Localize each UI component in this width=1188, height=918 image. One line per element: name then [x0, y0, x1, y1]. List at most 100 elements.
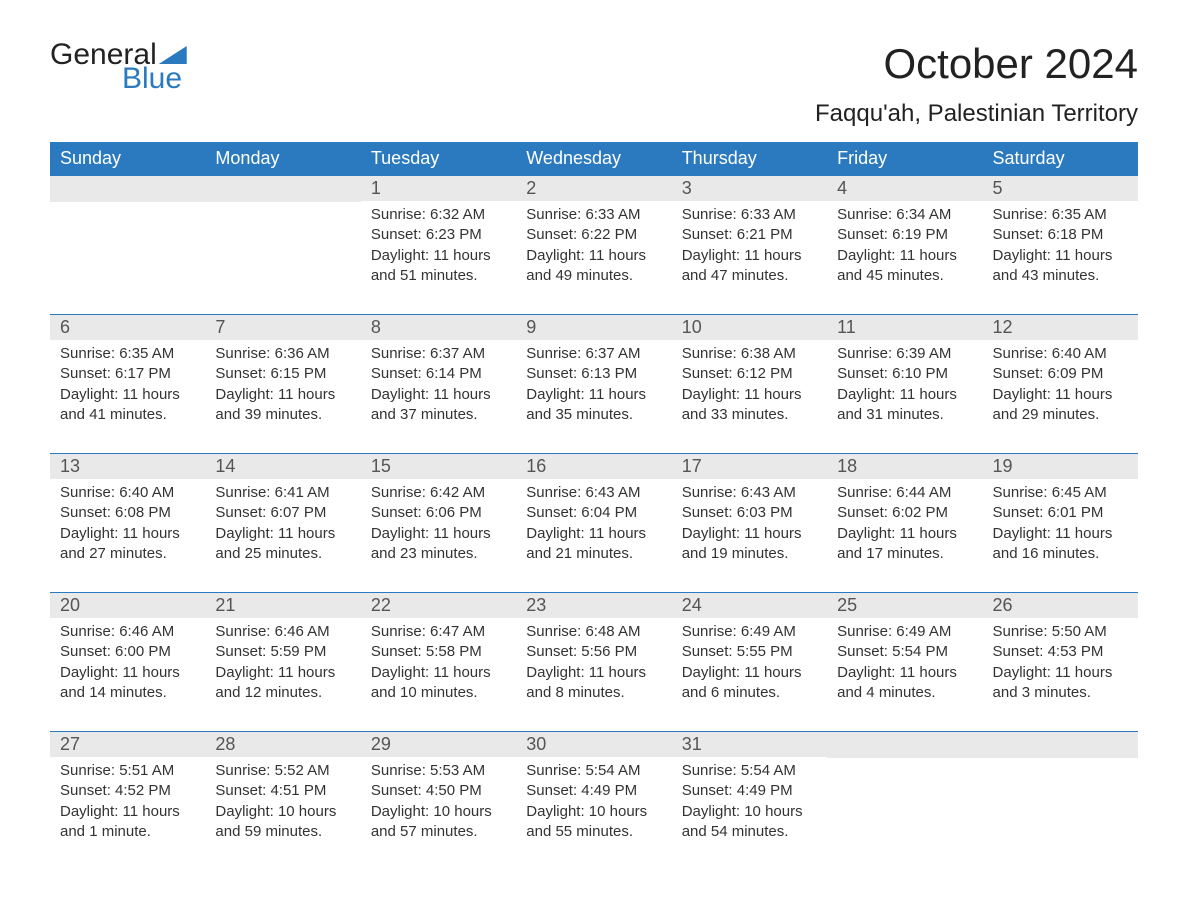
day-sunrise: Sunrise: 6:36 AM [215, 344, 350, 364]
day-sunset: Sunset: 6:18 PM [993, 225, 1128, 245]
day-day1: Daylight: 11 hours [837, 385, 972, 405]
calendar-day-cell: 18Sunrise: 6:44 AMSunset: 6:02 PMDayligh… [827, 454, 982, 593]
day-sunrise: Sunrise: 6:34 AM [837, 205, 972, 225]
calendar-empty-cell [205, 176, 360, 315]
day-number: 13 [50, 454, 205, 479]
day-day1: Daylight: 11 hours [371, 663, 506, 683]
day-sunrise: Sunrise: 6:47 AM [371, 622, 506, 642]
day-sunrise: Sunrise: 6:46 AM [60, 622, 195, 642]
day-details: Sunrise: 6:48 AMSunset: 5:56 PMDaylight:… [516, 618, 671, 731]
calendar-day-cell: 11Sunrise: 6:39 AMSunset: 6:10 PMDayligh… [827, 315, 982, 454]
day-number: 3 [672, 176, 827, 201]
calendar-day-cell: 19Sunrise: 6:45 AMSunset: 6:01 PMDayligh… [983, 454, 1138, 593]
day-number: 29 [361, 732, 516, 757]
calendar-empty-cell [50, 176, 205, 315]
day-sunset: Sunset: 6:17 PM [60, 364, 195, 384]
weekday-header: Sunday [50, 142, 205, 176]
day-day1: Daylight: 11 hours [526, 663, 661, 683]
day-sunrise: Sunrise: 6:37 AM [371, 344, 506, 364]
day-number: 2 [516, 176, 671, 201]
day-sunrise: Sunrise: 6:35 AM [993, 205, 1128, 225]
day-sunset: Sunset: 6:12 PM [682, 364, 817, 384]
day-day2: and 51 minutes. [371, 266, 506, 286]
day-number: 30 [516, 732, 671, 757]
day-sunset: Sunset: 6:07 PM [215, 503, 350, 523]
day-day2: and 37 minutes. [371, 405, 506, 425]
day-sunrise: Sunrise: 6:41 AM [215, 483, 350, 503]
calendar-week-row: 1Sunrise: 6:32 AMSunset: 6:23 PMDaylight… [50, 176, 1138, 315]
day-number: 21 [205, 593, 360, 618]
day-day2: and 8 minutes. [526, 683, 661, 703]
calendar-day-cell: 5Sunrise: 6:35 AMSunset: 6:18 PMDaylight… [983, 176, 1138, 315]
day-sunset: Sunset: 5:59 PM [215, 642, 350, 662]
day-number: 1 [361, 176, 516, 201]
day-day2: and 16 minutes. [993, 544, 1128, 564]
calendar-week-row: 20Sunrise: 6:46 AMSunset: 6:00 PMDayligh… [50, 593, 1138, 732]
day-day1: Daylight: 11 hours [682, 663, 817, 683]
day-details: Sunrise: 6:39 AMSunset: 6:10 PMDaylight:… [827, 340, 982, 453]
day-number: 22 [361, 593, 516, 618]
weekday-header: Monday [205, 142, 360, 176]
day-details: Sunrise: 6:45 AMSunset: 6:01 PMDaylight:… [983, 479, 1138, 592]
day-day1: Daylight: 11 hours [371, 524, 506, 544]
day-number: 28 [205, 732, 360, 757]
day-day1: Daylight: 11 hours [60, 385, 195, 405]
day-number: 24 [672, 593, 827, 618]
day-day2: and 29 minutes. [993, 405, 1128, 425]
day-day2: and 54 minutes. [682, 822, 817, 842]
day-details: Sunrise: 6:37 AMSunset: 6:13 PMDaylight:… [516, 340, 671, 453]
day-sunset: Sunset: 6:04 PM [526, 503, 661, 523]
day-day2: and 59 minutes. [215, 822, 350, 842]
day-day2: and 35 minutes. [526, 405, 661, 425]
day-day1: Daylight: 11 hours [993, 663, 1128, 683]
day-day1: Daylight: 11 hours [215, 385, 350, 405]
day-sunrise: Sunrise: 6:33 AM [682, 205, 817, 225]
day-details: Sunrise: 5:50 AMSunset: 4:53 PMDaylight:… [983, 618, 1138, 731]
day-day1: Daylight: 10 hours [215, 802, 350, 822]
calendar-day-cell: 3Sunrise: 6:33 AMSunset: 6:21 PMDaylight… [672, 176, 827, 315]
calendar-day-cell: 28Sunrise: 5:52 AMSunset: 4:51 PMDayligh… [205, 732, 360, 871]
calendar-day-cell: 13Sunrise: 6:40 AMSunset: 6:08 PMDayligh… [50, 454, 205, 593]
day-number: 25 [827, 593, 982, 618]
day-sunrise: Sunrise: 5:53 AM [371, 761, 506, 781]
day-details: Sunrise: 6:33 AMSunset: 6:22 PMDaylight:… [516, 201, 671, 314]
day-sunrise: Sunrise: 5:54 AM [682, 761, 817, 781]
day-details [827, 758, 982, 848]
day-sunset: Sunset: 6:22 PM [526, 225, 661, 245]
day-sunset: Sunset: 6:02 PM [837, 503, 972, 523]
day-day2: and 1 minute. [60, 822, 195, 842]
day-number: 9 [516, 315, 671, 340]
page-subtitle: Faqqu'ah, Palestinian Territory [50, 100, 1138, 128]
day-day1: Daylight: 11 hours [215, 663, 350, 683]
calendar-day-cell: 17Sunrise: 6:43 AMSunset: 6:03 PMDayligh… [672, 454, 827, 593]
day-details: Sunrise: 6:43 AMSunset: 6:03 PMDaylight:… [672, 479, 827, 592]
day-details: Sunrise: 6:41 AMSunset: 6:07 PMDaylight:… [205, 479, 360, 592]
day-details [205, 202, 360, 292]
day-day1: Daylight: 11 hours [682, 246, 817, 266]
day-number: 31 [672, 732, 827, 757]
weekday-header: Thursday [672, 142, 827, 176]
day-day1: Daylight: 11 hours [60, 802, 195, 822]
day-day1: Daylight: 10 hours [371, 802, 506, 822]
day-sunset: Sunset: 6:08 PM [60, 503, 195, 523]
day-day2: and 41 minutes. [60, 405, 195, 425]
calendar-day-cell: 7Sunrise: 6:36 AMSunset: 6:15 PMDaylight… [205, 315, 360, 454]
day-details: Sunrise: 6:43 AMSunset: 6:04 PMDaylight:… [516, 479, 671, 592]
day-sunset: Sunset: 6:14 PM [371, 364, 506, 384]
day-number: 20 [50, 593, 205, 618]
day-sunrise: Sunrise: 6:48 AM [526, 622, 661, 642]
day-sunrise: Sunrise: 6:40 AM [60, 483, 195, 503]
day-sunset: Sunset: 5:56 PM [526, 642, 661, 662]
day-details: Sunrise: 6:37 AMSunset: 6:14 PMDaylight:… [361, 340, 516, 453]
day-sunset: Sunset: 5:54 PM [837, 642, 972, 662]
day-day2: and 21 minutes. [526, 544, 661, 564]
day-details: Sunrise: 6:36 AMSunset: 6:15 PMDaylight:… [205, 340, 360, 453]
weekday-header-row: SundayMondayTuesdayWednesdayThursdayFrid… [50, 142, 1138, 176]
day-details: Sunrise: 6:35 AMSunset: 6:18 PMDaylight:… [983, 201, 1138, 314]
day-details: Sunrise: 6:49 AMSunset: 5:55 PMDaylight:… [672, 618, 827, 731]
day-day2: and 55 minutes. [526, 822, 661, 842]
day-details: Sunrise: 6:46 AMSunset: 5:59 PMDaylight:… [205, 618, 360, 731]
day-sunrise: Sunrise: 6:35 AM [60, 344, 195, 364]
day-number: 26 [983, 593, 1138, 618]
day-details [50, 202, 205, 292]
